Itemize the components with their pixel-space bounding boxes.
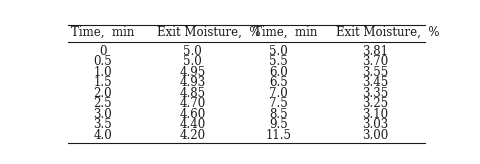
Text: 3.70: 3.70	[361, 55, 387, 68]
Text: 11.5: 11.5	[264, 129, 290, 142]
Text: Time,  min: Time, min	[71, 26, 134, 39]
Text: 9.5: 9.5	[268, 118, 287, 131]
Text: 7.5: 7.5	[268, 97, 287, 110]
Text: 4.70: 4.70	[179, 97, 205, 110]
Text: 3.81: 3.81	[361, 45, 387, 58]
Text: 4.95: 4.95	[179, 66, 205, 79]
Text: 3.35: 3.35	[361, 87, 387, 100]
Text: 4.40: 4.40	[179, 118, 205, 131]
Text: 4.0: 4.0	[94, 129, 112, 142]
Text: 2.0: 2.0	[94, 87, 112, 100]
Text: 4.93: 4.93	[179, 76, 205, 89]
Text: 3.00: 3.00	[361, 129, 387, 142]
Text: 1.0: 1.0	[94, 66, 112, 79]
Text: 3.5: 3.5	[94, 118, 112, 131]
Text: Exit Moisture,  %: Exit Moisture, %	[156, 26, 260, 39]
Text: 6.0: 6.0	[268, 66, 287, 79]
Text: 8.5: 8.5	[268, 108, 287, 121]
Text: 3.45: 3.45	[361, 76, 387, 89]
Text: 4.85: 4.85	[179, 87, 205, 100]
Text: 4.20: 4.20	[179, 129, 205, 142]
Text: 3.03: 3.03	[361, 118, 387, 131]
Text: 5.5: 5.5	[268, 55, 287, 68]
Text: 3.10: 3.10	[361, 108, 387, 121]
Text: 2.5: 2.5	[94, 97, 112, 110]
Text: 5.0: 5.0	[268, 45, 287, 58]
Text: Time,  min: Time, min	[253, 26, 317, 39]
Text: 4.60: 4.60	[179, 108, 205, 121]
Text: 3.55: 3.55	[361, 66, 387, 79]
Text: 1.5: 1.5	[94, 76, 112, 89]
Text: 7.0: 7.0	[268, 87, 287, 100]
Text: 0: 0	[99, 45, 107, 58]
Text: 5.0: 5.0	[183, 45, 202, 58]
Text: 3.0: 3.0	[94, 108, 112, 121]
Text: 0.5: 0.5	[94, 55, 112, 68]
Text: 3.25: 3.25	[361, 97, 387, 110]
Text: Exit Moisture,  %: Exit Moisture, %	[335, 26, 439, 39]
Text: 5.0: 5.0	[183, 55, 202, 68]
Text: 6.5: 6.5	[268, 76, 287, 89]
